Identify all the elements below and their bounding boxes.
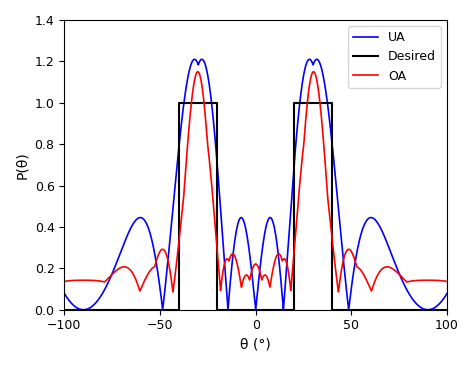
Desired — [62, 308, 67, 312]
Desired — [215, 101, 220, 105]
Desired — [176, 101, 182, 105]
UA — [131, 221, 137, 225]
UA — [307, 57, 312, 62]
Desired — [215, 308, 220, 312]
Legend: UA, Desired, OA: UA, Desired, OA — [348, 26, 441, 88]
UA — [62, 291, 67, 295]
Line: OA: OA — [64, 72, 447, 292]
UA — [376, 223, 382, 228]
UA — [444, 291, 450, 295]
UA — [347, 296, 353, 301]
OA — [444, 279, 450, 284]
OA — [347, 248, 353, 252]
Y-axis label: P(θ): P(θ) — [15, 151, 29, 179]
OA — [291, 251, 297, 255]
OA — [170, 290, 176, 294]
X-axis label: θ (°): θ (°) — [240, 338, 271, 352]
Desired — [329, 308, 335, 312]
OA — [310, 70, 316, 74]
UA — [81, 308, 86, 312]
OA — [195, 69, 201, 74]
UA — [291, 165, 297, 170]
OA — [376, 270, 382, 275]
OA — [208, 172, 213, 176]
Desired — [291, 308, 297, 312]
UA — [310, 62, 316, 66]
OA — [62, 279, 67, 284]
Desired — [291, 101, 297, 105]
Line: Desired: Desired — [64, 103, 447, 310]
Desired — [176, 308, 182, 312]
Line: UA: UA — [64, 59, 447, 310]
OA — [131, 273, 137, 277]
Desired — [329, 101, 335, 105]
Desired — [444, 308, 450, 312]
UA — [208, 92, 213, 97]
